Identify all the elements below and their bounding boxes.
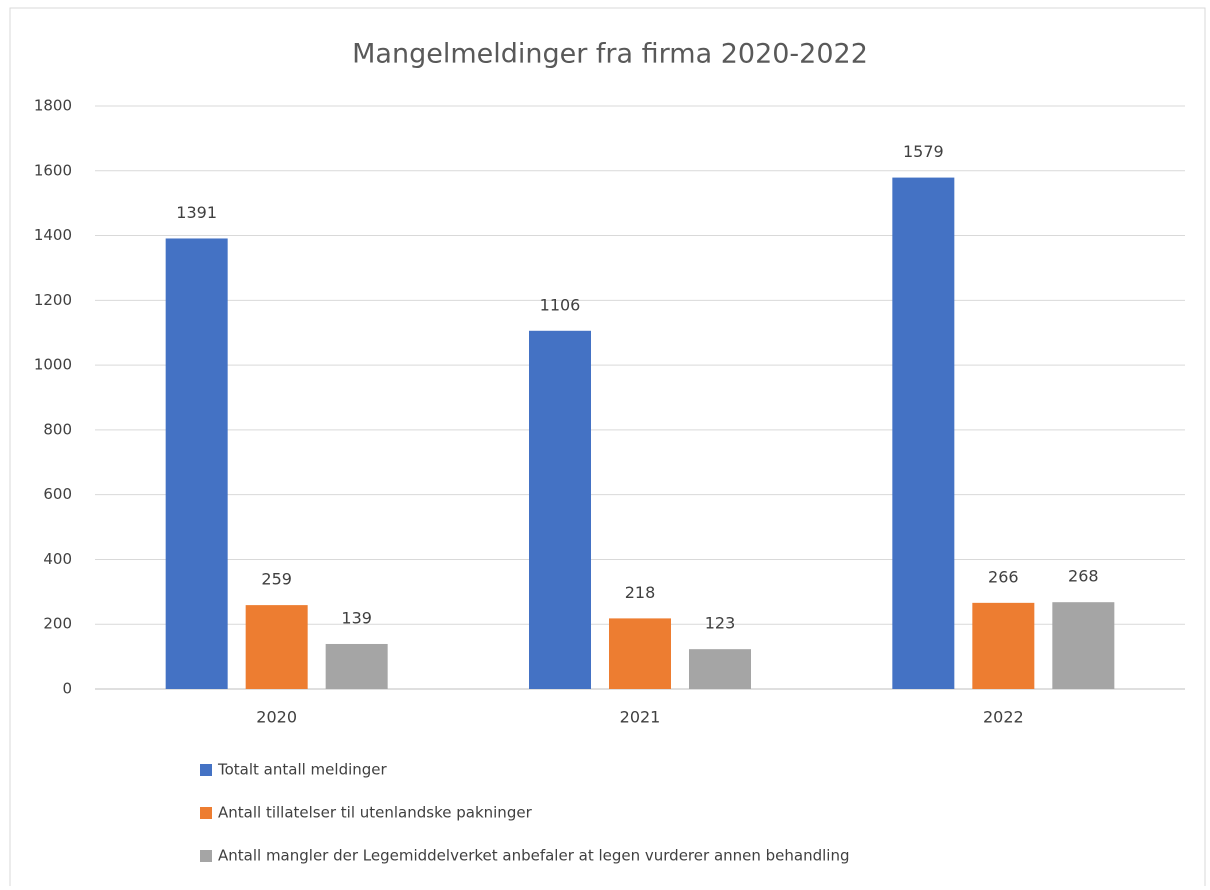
legend-swatch [200, 850, 212, 862]
legend-swatch [200, 807, 212, 819]
y-tick-label: 200 [43, 615, 72, 633]
bar [609, 618, 671, 689]
data-label: 1106 [540, 295, 581, 314]
legend-label: Antall mangler der Legemiddelverket anbe… [218, 847, 850, 865]
data-label: 268 [1068, 567, 1099, 586]
y-tick-label: 1800 [34, 97, 72, 115]
data-label: 259 [261, 570, 292, 589]
bar [1052, 602, 1115, 689]
data-label: 218 [625, 583, 656, 602]
x-tick-label: 2021 [620, 708, 661, 727]
bar [689, 649, 751, 689]
data-label: 1391 [176, 203, 217, 222]
legend-label: Totalt antall meldinger [217, 761, 388, 779]
bar [325, 643, 388, 689]
bar [165, 238, 228, 689]
y-tick-label: 600 [43, 485, 72, 503]
y-tick-label: 1600 [34, 161, 72, 179]
y-tick-label: 1200 [34, 291, 72, 309]
bar [892, 177, 955, 689]
data-label: 266 [988, 567, 1019, 586]
bar [972, 602, 1035, 689]
bar [529, 330, 591, 689]
legend-swatch [200, 764, 212, 776]
y-tick-label: 400 [43, 550, 72, 568]
x-tick-label: 2022 [983, 708, 1024, 727]
y-tick-label: 1400 [34, 226, 72, 244]
data-label: 1579 [903, 142, 944, 161]
x-tick-label: 2020 [256, 708, 297, 727]
bar [245, 605, 308, 689]
legend-label: Antall tillatelser til utenlandske pakni… [218, 804, 533, 822]
data-label: 123 [705, 614, 736, 633]
data-label: 139 [341, 608, 372, 627]
y-tick-label: 1000 [34, 356, 72, 374]
chart-title: Mangelmeldinger fra firma 2020-2022 [352, 39, 868, 70]
y-tick-label: 0 [62, 680, 72, 698]
y-tick-label: 800 [43, 420, 72, 438]
